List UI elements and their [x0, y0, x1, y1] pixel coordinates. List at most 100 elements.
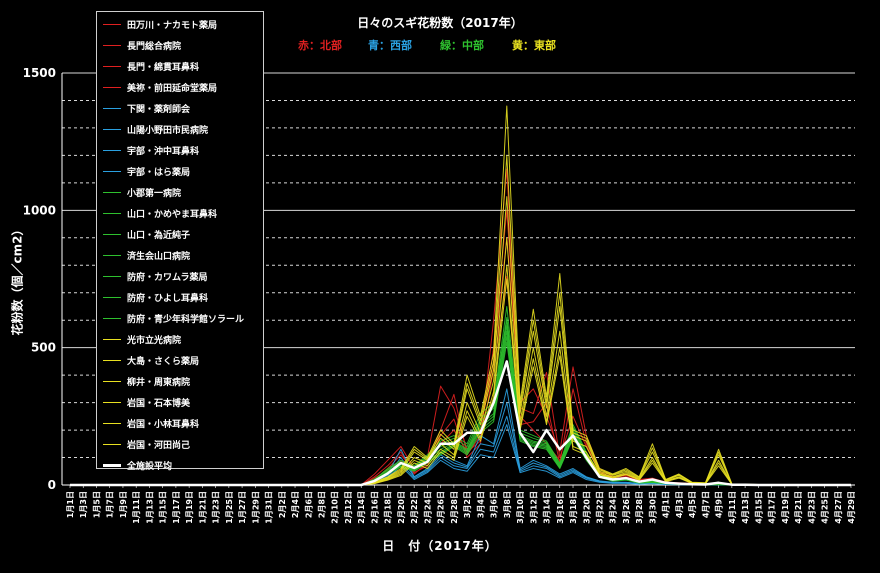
- chart-title: 日々のスギ花粉数（2017年）: [357, 16, 523, 30]
- x-tick-label: 4月13日: [741, 491, 750, 524]
- legend-label: 防府・ひよし耳鼻科: [127, 293, 209, 304]
- legend-label: 岩国・小林耳鼻科: [127, 419, 200, 430]
- legend-swatch: [103, 443, 121, 445]
- x-tick-label: 1月11日: [132, 491, 141, 524]
- legend-item: 岩国・石本博美: [103, 395, 190, 409]
- x-tick-label: 3月14日: [543, 491, 552, 524]
- x-tick-label: 3月28日: [635, 491, 644, 524]
- x-tick-label: 4月3日: [675, 491, 684, 518]
- legend-item: 光市立光病院: [103, 332, 181, 346]
- x-tick-label: 1月17日: [172, 491, 181, 524]
- x-tick-label: 2月20日: [397, 491, 406, 524]
- legend-label: 全施設平均: [127, 461, 173, 472]
- legend-swatch: [103, 380, 121, 382]
- legend-label: 長門・綿貫耳鼻科: [127, 62, 200, 73]
- legend-label: 田万川・ナカモト薬局: [127, 20, 218, 31]
- legend-swatch: [103, 128, 121, 130]
- x-tick-label: 1月25日: [225, 491, 234, 524]
- x-tick-label: 4月9日: [715, 491, 724, 518]
- x-tick-label: 1月29日: [251, 491, 260, 524]
- legend-swatch: [103, 317, 121, 319]
- legend-swatch: [103, 401, 121, 403]
- legend-label: 宇部・沖中耳鼻科: [127, 146, 200, 157]
- x-tick-label: 2月16日: [370, 491, 379, 524]
- x-tick-label: 2月18日: [384, 491, 393, 524]
- x-tick-label: 4月7日: [701, 491, 710, 518]
- x-tick-label: 3月2日: [463, 491, 472, 518]
- legend-label: 岩国・河田尚己: [127, 440, 191, 451]
- x-tick-label: 4月25日: [821, 491, 830, 524]
- x-tick-label: 4月27日: [834, 491, 843, 524]
- legend-item: 美祢・前田延命堂薬局: [103, 80, 217, 94]
- legend-swatch: [103, 44, 121, 46]
- x-tick-label: 1月13日: [145, 491, 154, 524]
- legend-label: 長門総合病院: [127, 41, 182, 52]
- legend-swatch: [103, 338, 121, 340]
- x-tick-label: 2月26日: [437, 491, 446, 524]
- x-tick-label: 2月24日: [423, 491, 432, 524]
- legend-swatch: [103, 359, 121, 361]
- legend-swatch: [103, 463, 121, 467]
- x-tick-label: 4月19日: [781, 491, 790, 524]
- legend: 田万川・ナカモト薬局 長門総合病院長門・綿貫耳鼻科美祢・前田延命堂薬局 下関・薬剤師…: [96, 11, 264, 472]
- series-lines: [70, 105, 851, 487]
- x-tick-label: 1月7日: [106, 491, 115, 518]
- legend-label: 防府・青少年科学館ソラール: [127, 314, 245, 325]
- legend-swatch: [103, 422, 121, 424]
- x-tick-label: 4月1日: [662, 491, 671, 518]
- legend-swatch: [103, 191, 121, 193]
- legend-item: 防府・ひよし耳鼻科: [103, 290, 208, 304]
- y-tick-labels: 0 500 1000 1500: [23, 66, 56, 492]
- x-tick-label: 1月19日: [185, 491, 194, 524]
- legend-label: 下関・薬剤師会: [127, 104, 191, 115]
- legend-item: 柳井・周東病院: [103, 374, 190, 388]
- legend-swatch: [103, 275, 121, 277]
- x-tick-label: 2月12日: [344, 491, 353, 524]
- legend-swatch: [103, 23, 121, 25]
- x-tick-label: 2月6日: [304, 491, 313, 518]
- legend-item: 防府・カワムラ薬局: [103, 269, 208, 283]
- x-tick-label: 3月26日: [622, 491, 631, 524]
- legend-label: 山口・為近純子: [127, 230, 191, 241]
- legend-label: 岩国・石本博美: [127, 398, 191, 409]
- x-tick-label: 1月9日: [119, 491, 128, 518]
- legend-item: 長門総合病院: [103, 38, 181, 52]
- legend-item: 下関・薬剤師会: [103, 101, 190, 115]
- x-tick-label: 3月18日: [569, 491, 578, 524]
- legend-item: 岩国・小林耳鼻科: [103, 416, 199, 430]
- x-tick-label: 1月31日: [265, 491, 274, 524]
- x-tick-label: 3月22日: [595, 491, 604, 524]
- x-tick-label: 3月30日: [648, 491, 657, 524]
- region-central-label: 緑：中部: [440, 39, 484, 52]
- series-line-22: [70, 360, 851, 487]
- legend-swatch: [103, 296, 121, 298]
- legend-swatch: [103, 149, 121, 151]
- x-tick-label: 2月22日: [410, 491, 419, 524]
- y-tick-label: 500: [31, 341, 56, 355]
- x-tick-label: 3月8日: [503, 491, 512, 518]
- y-tick-label: 1000: [23, 203, 56, 217]
- legend-swatch: [103, 233, 121, 235]
- region-west-label: 青：西部: [368, 39, 412, 52]
- legend-swatch: [103, 212, 121, 214]
- legend-item: 済生会山口病院: [103, 248, 190, 262]
- y-tick-label: 1500: [23, 66, 56, 80]
- legend-item: 岩国・河田尚己: [103, 437, 190, 451]
- region-east-label: 黄：東部: [512, 39, 556, 52]
- legend-item: 防府・青少年科学館ソラール: [103, 311, 244, 325]
- x-tick-label: 1月5日: [92, 491, 101, 518]
- x-tick-label: 3月6日: [490, 491, 499, 518]
- x-tick-label: 2月10日: [331, 491, 340, 524]
- x-tick-label: 3月16日: [556, 491, 565, 524]
- x-tick-label: 3月24日: [609, 491, 618, 524]
- y-axis-label: 花粉数（個／cm2）: [10, 223, 25, 336]
- region-north-label: 赤：北部: [298, 39, 342, 52]
- x-tick-label: 2月2日: [278, 491, 287, 518]
- x-axis-label: 日 付（2017年）: [382, 539, 498, 553]
- legend-label: 大島・さくら薬局: [127, 356, 200, 367]
- x-tick-label: 2月8日: [318, 491, 327, 518]
- legend-label: 防府・カワムラ薬局: [127, 272, 208, 283]
- x-tick-label: 4月17日: [768, 491, 777, 524]
- x-tick-label: 4月21日: [794, 491, 803, 524]
- legend-item: 全施設平均: [103, 458, 172, 472]
